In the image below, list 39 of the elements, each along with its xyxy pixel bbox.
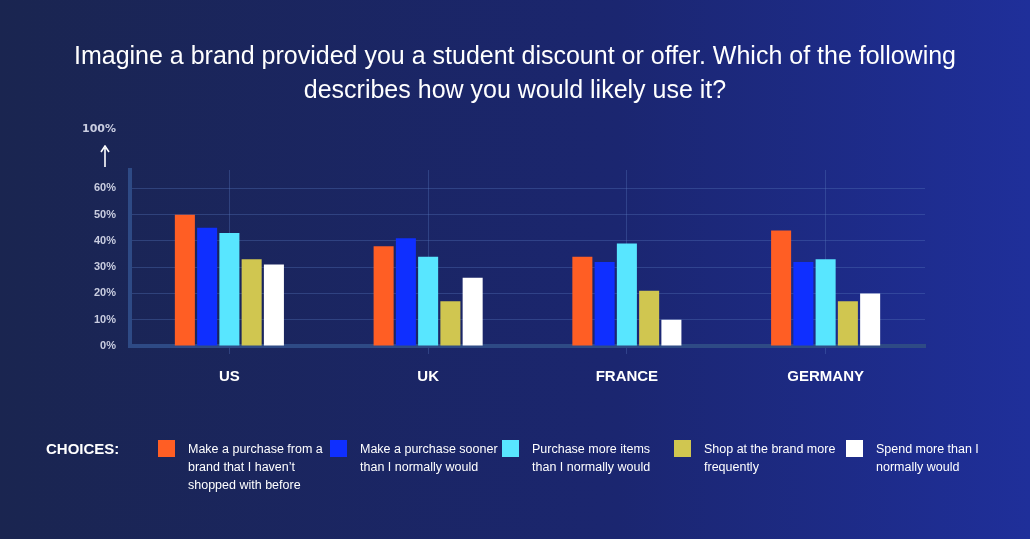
y-tick-label: 60%	[93, 181, 117, 194]
bar	[174, 214, 195, 346]
bar	[462, 277, 483, 346]
bar	[594, 261, 615, 346]
y-tick-label: 10%	[93, 312, 117, 325]
legend-label: Make a purchase from a brand that I haven’t shopped with before	[188, 441, 324, 494]
bar	[241, 259, 262, 346]
legend-title: CHOICES:	[46, 440, 121, 459]
bar	[837, 301, 858, 346]
legend-label: Spend more than I normally would	[876, 441, 980, 476]
x-tick-label: UK	[417, 367, 440, 385]
legend-label: Make a purchase sooner than I normally would	[360, 441, 498, 476]
bar	[661, 319, 682, 346]
legend-label: Shop at the brand more frequently	[704, 441, 837, 476]
bar	[219, 233, 240, 346]
bar	[616, 243, 637, 346]
legend-label: Purchase more items than I normally would	[532, 441, 652, 476]
bar	[771, 230, 792, 346]
y-tick-label: 0%	[100, 339, 117, 352]
bar	[639, 290, 660, 346]
bar	[197, 227, 218, 346]
bar	[418, 256, 439, 346]
y-tick-label: 50%	[93, 207, 117, 220]
y-tick-label: 40%	[93, 233, 117, 246]
y-tick-label: 30%	[93, 260, 117, 273]
bar	[373, 246, 394, 346]
bar	[440, 301, 461, 346]
bar	[572, 256, 593, 346]
x-tick-label: GERMANY	[787, 367, 864, 385]
x-tick-label: US	[218, 367, 240, 385]
chart-title: Imagine a brand provided you a student discount or offer. Which of the following describes how you would likely use it?	[73, 40, 957, 105]
bar	[263, 264, 284, 346]
bar	[860, 293, 881, 346]
x-tick-label: FRANCE	[595, 367, 659, 385]
bar	[815, 259, 836, 346]
text: 100%	[82, 122, 116, 135]
bar	[395, 238, 416, 346]
y-tick-label: 20%	[93, 286, 117, 299]
bar	[793, 261, 814, 346]
